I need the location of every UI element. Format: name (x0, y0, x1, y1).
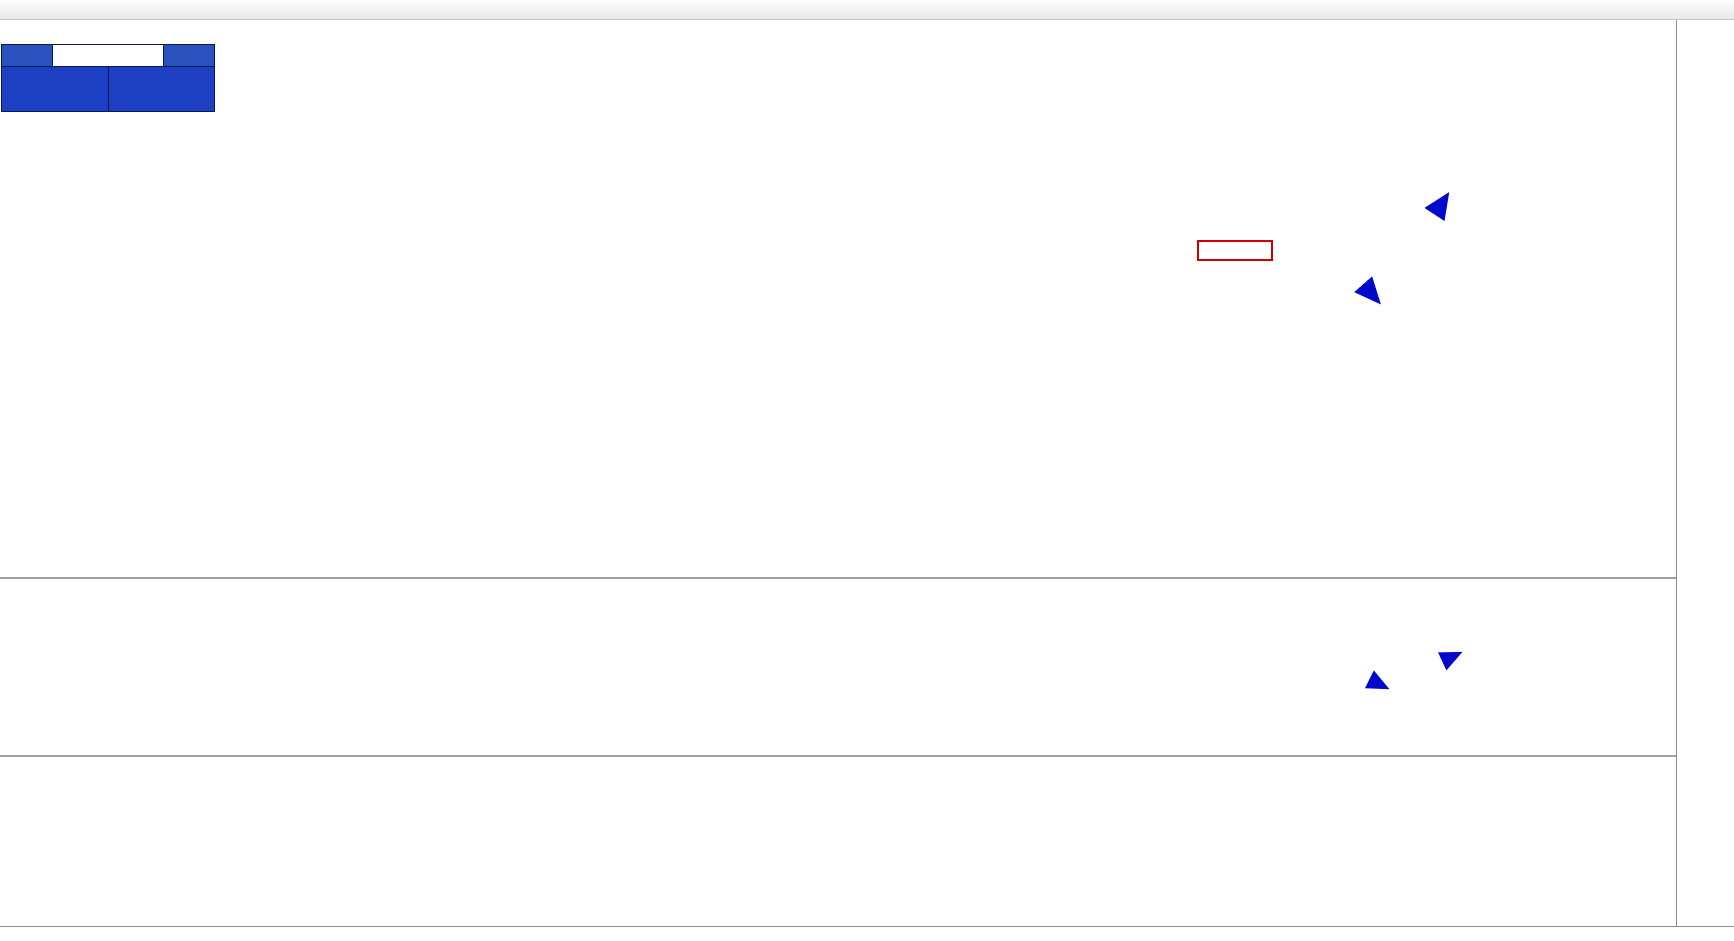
buy-price[interactable] (108, 67, 214, 111)
rsi-canvas[interactable] (0, 757, 1676, 926)
price-axis-border (1676, 20, 1677, 926)
panel-separator[interactable] (0, 577, 1734, 579)
rsi-label (5, 760, 11, 771)
macd-label (5, 582, 17, 593)
price-callout[interactable] (1197, 240, 1273, 261)
panel-separator[interactable] (0, 755, 1734, 757)
symbol-info (7, 23, 15, 35)
sell-price[interactable] (2, 67, 108, 111)
buy-button[interactable] (164, 45, 214, 66)
date-axis[interactable] (0, 926, 1734, 941)
toolbar (0, 0, 1734, 20)
price-axis[interactable] (1677, 20, 1734, 926)
volume-input[interactable] (53, 45, 163, 66)
sell-button[interactable] (2, 45, 52, 66)
one-click-trading-panel (1, 44, 215, 112)
main-chart-canvas[interactable] (0, 20, 1676, 577)
macd-canvas[interactable] (0, 579, 1676, 755)
